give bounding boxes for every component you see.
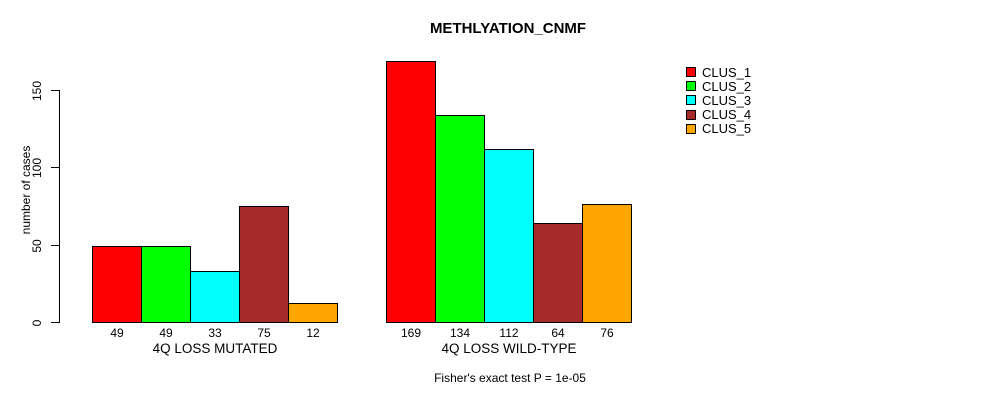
y-axis-tick-label: 100: [30, 157, 44, 178]
bar-value-label: 112: [499, 326, 519, 340]
y-axis-tick: [51, 167, 59, 168]
chart-title: METHLYATION_CNMF: [429, 20, 587, 37]
legend-item-clus_2: CLUS_2: [686, 78, 752, 94]
bar-value-label: 169: [400, 326, 422, 340]
legend-item-label: CLUS_3: [702, 92, 752, 108]
legend-item-label: CLUS_5: [702, 121, 752, 137]
bar-clus_4: [239, 206, 289, 323]
bar-clus_2: [141, 246, 191, 323]
bar-value-label: 49: [159, 326, 173, 340]
y-axis-tick-label: 0: [30, 319, 44, 326]
legend-swatch-icon: [686, 109, 696, 120]
bar-clus_1: [92, 246, 142, 323]
y-axis-tick: [51, 245, 59, 246]
legend-item-label: CLUS_4: [702, 107, 752, 123]
bar-value-label: 33: [208, 326, 222, 340]
group-label: 4Q LOSS MUTATED: [152, 341, 278, 356]
y-axis-tick-label: 50: [30, 238, 44, 253]
bar-clus_5: [582, 204, 632, 323]
bar-clus_5: [288, 303, 338, 323]
legend-swatch-icon: [686, 81, 696, 92]
legend-item-clus_5: CLUS_5: [686, 121, 752, 137]
bar-value-label: 76: [600, 326, 614, 340]
bar-value-label: 49: [110, 326, 124, 340]
bar-clus_3: [190, 271, 240, 323]
group-label: 4Q LOSS WILD-TYPE: [441, 341, 577, 356]
annotation-text: Fisher's exact test P = 1e-05: [434, 371, 586, 385]
legend-swatch-icon: [686, 123, 696, 134]
bar-value-label: 75: [257, 326, 271, 340]
bar-value-label: 12: [306, 326, 320, 340]
legend-swatch-icon: [686, 95, 696, 106]
bar-clus_4: [533, 223, 583, 323]
bar-clus_1: [386, 61, 436, 323]
y-axis-tick: [51, 90, 59, 91]
legend-item-clus_4: CLUS_4: [686, 107, 752, 123]
y-axis-line: [59, 90, 60, 323]
y-axis-tick: [51, 322, 59, 323]
legend: CLUS_1 CLUS_2 CLUS_3 CLUS_4 CLUS_5: [686, 65, 751, 136]
legend-item-clus_1: CLUS_1: [686, 64, 752, 80]
legend-swatch-icon: [686, 67, 696, 78]
legend-item-label: CLUS_2: [702, 78, 752, 94]
y-axis-tick-label: 150: [30, 80, 44, 101]
bar-value-label: 134: [449, 326, 471, 340]
bar-clus_3: [484, 149, 534, 323]
bar-clus_2: [435, 115, 485, 323]
bar-value-label: 64: [551, 326, 565, 340]
legend-item-clus_3: CLUS_3: [686, 92, 752, 108]
legend-item-label: CLUS_1: [702, 64, 752, 80]
